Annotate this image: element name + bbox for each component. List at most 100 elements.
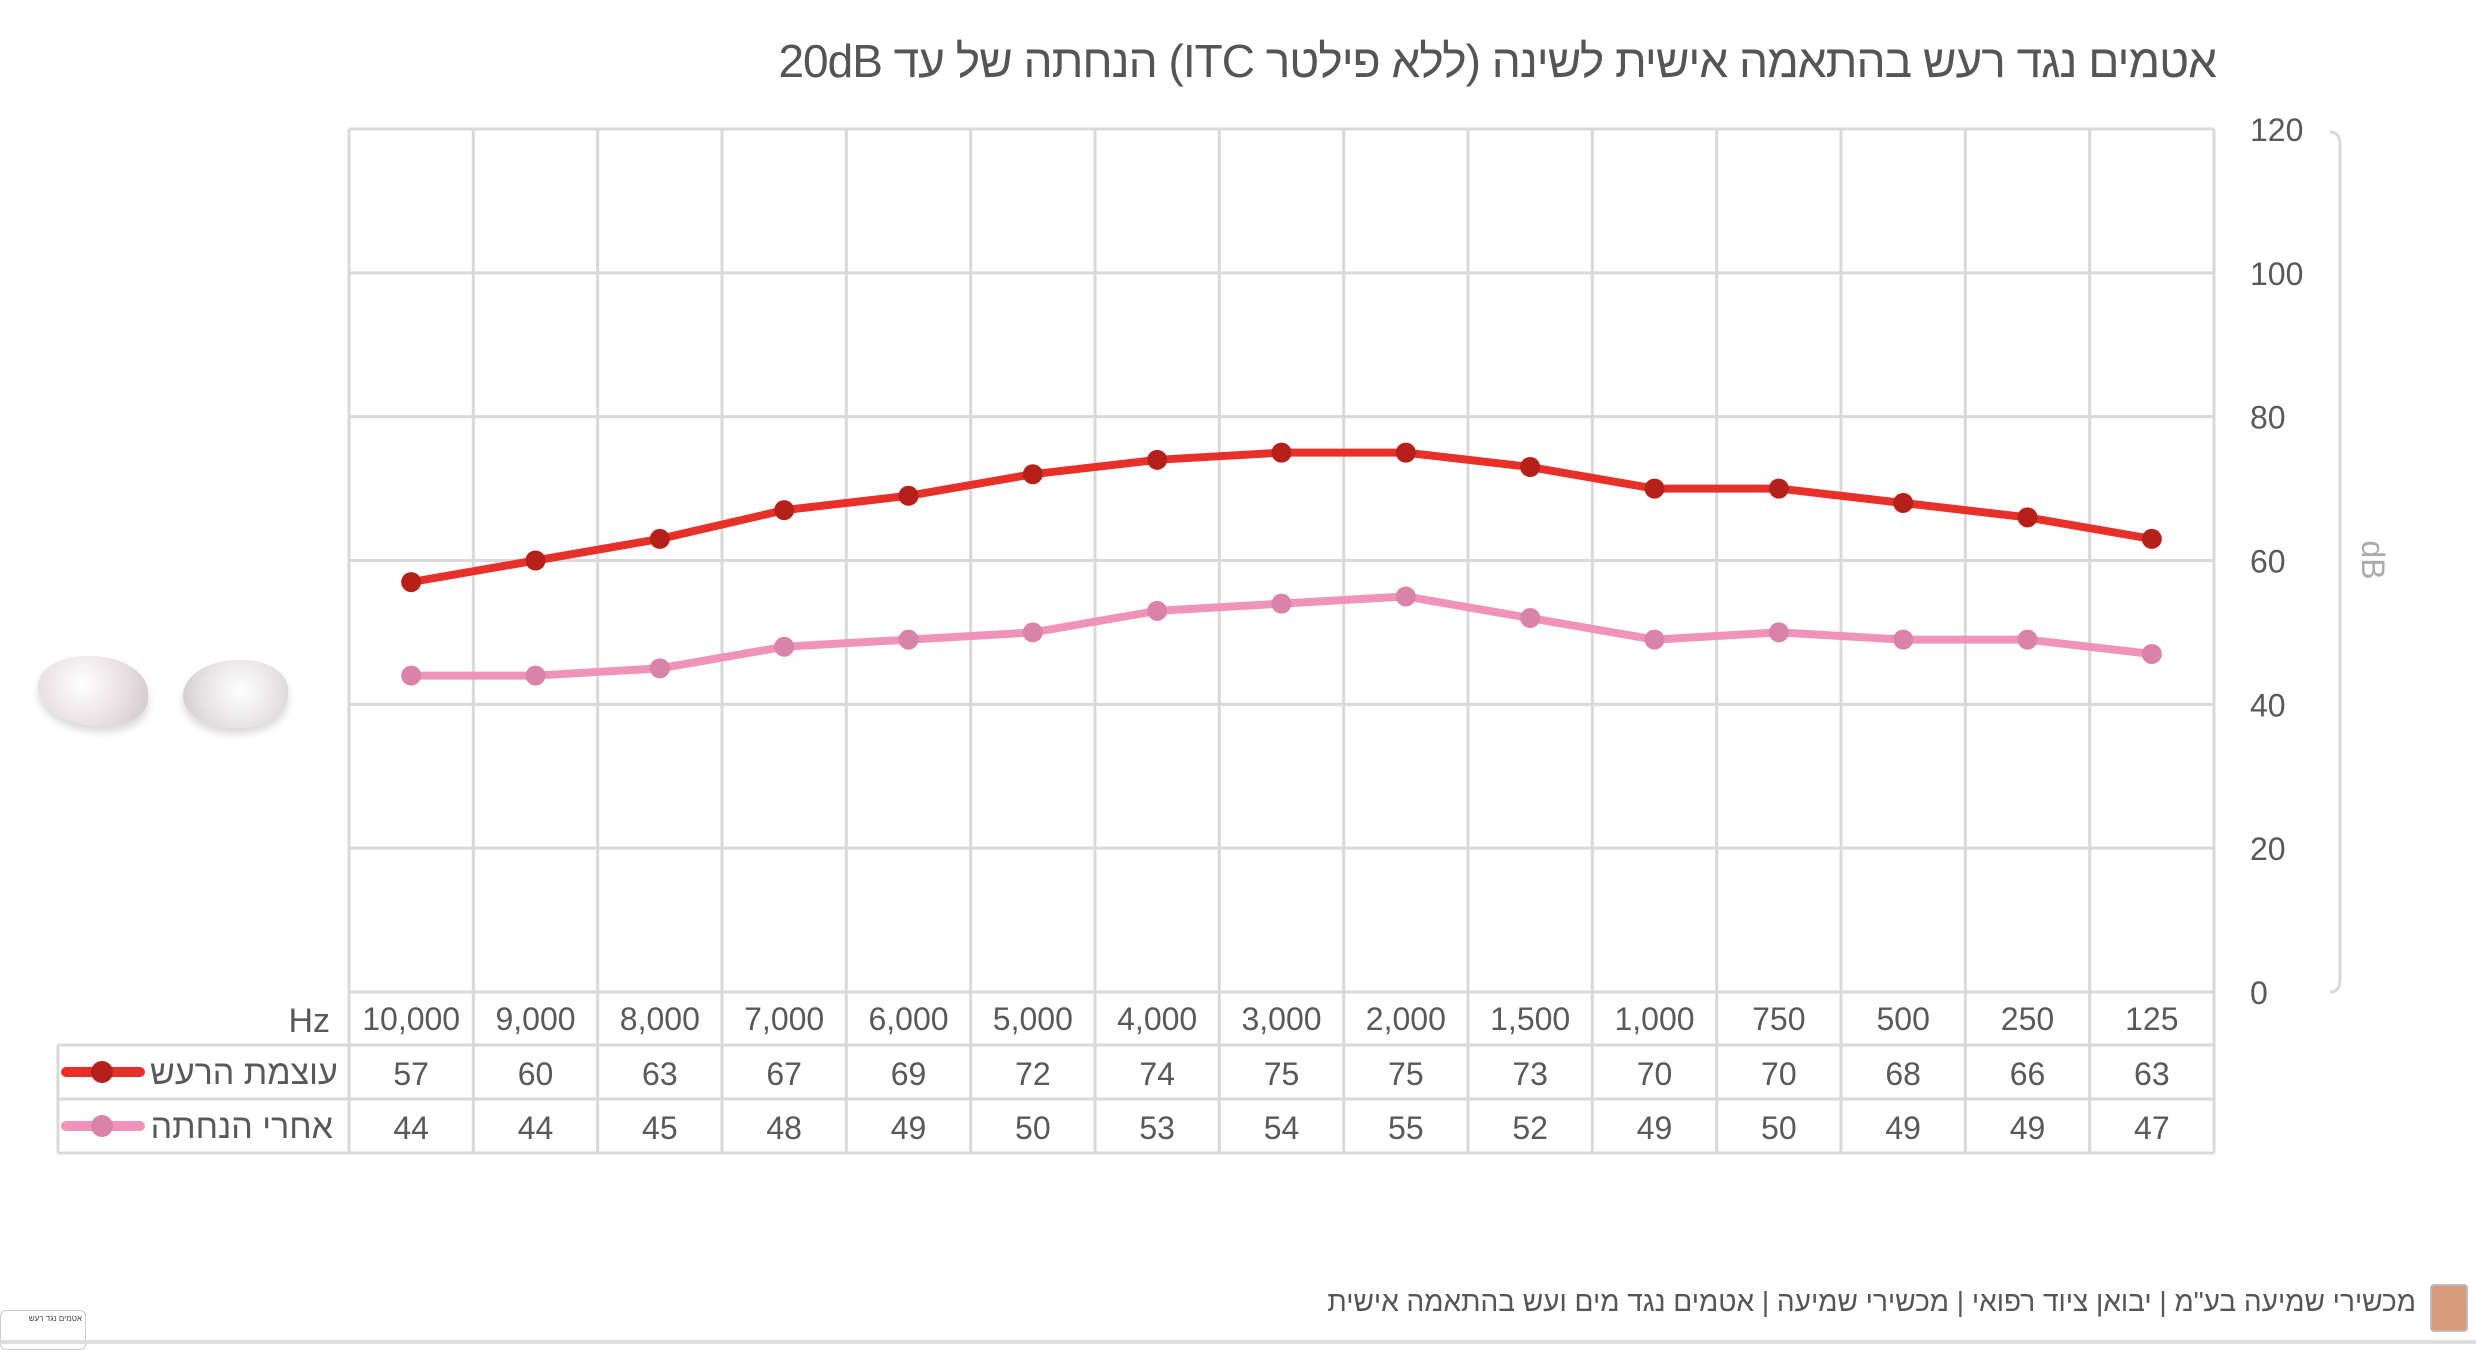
table-value: 53 xyxy=(1139,1110,1175,1146)
data-point xyxy=(1768,622,1789,643)
y-axis-title: dB xyxy=(2355,540,2391,579)
bottom-bar xyxy=(0,1340,2476,1344)
y-tick-label: 60 xyxy=(2250,544,2286,580)
data-point xyxy=(1520,457,1541,478)
y-tick-label: 20 xyxy=(2250,831,2286,867)
data-point xyxy=(1022,464,1043,485)
x-tick-label: 1,000 xyxy=(1614,1001,1694,1037)
table-value: 75 xyxy=(1264,1056,1300,1092)
table-value: 68 xyxy=(1885,1056,1921,1092)
table-value: 70 xyxy=(1637,1056,1673,1092)
table-value: 70 xyxy=(1761,1056,1797,1092)
table-value: 49 xyxy=(1885,1110,1921,1146)
table-value: 54 xyxy=(1264,1110,1300,1146)
table-value: 74 xyxy=(1139,1056,1175,1092)
data-point xyxy=(1271,593,1292,614)
earplug-right xyxy=(183,660,288,728)
data-point xyxy=(2141,528,2162,549)
legend-label: אחרי הנחתה xyxy=(151,1108,333,1146)
data-point xyxy=(1893,629,1914,650)
data-point xyxy=(898,485,919,506)
x-tick-label: 8,000 xyxy=(620,1001,700,1037)
y-tick-label: 120 xyxy=(2250,112,2303,148)
data-point xyxy=(2141,643,2162,664)
data-point xyxy=(401,665,422,686)
data-point xyxy=(1644,478,1665,499)
x-tick-label: 4,000 xyxy=(1117,1001,1197,1037)
x-tick-label: 9,000 xyxy=(495,1001,575,1037)
y-tick-label: 100 xyxy=(2250,256,2303,292)
data-point xyxy=(649,528,670,549)
table-value: 57 xyxy=(393,1056,429,1092)
legend-marker-2 xyxy=(91,1115,113,1137)
series-line-1 xyxy=(410,448,2153,587)
x-tick-label: 500 xyxy=(1876,1001,1929,1037)
table-value: 52 xyxy=(1512,1110,1548,1146)
y-tick-label: 80 xyxy=(2250,400,2286,436)
table-value: 67 xyxy=(766,1056,802,1092)
table-value: 44 xyxy=(393,1110,429,1146)
table-value: 50 xyxy=(1761,1110,1797,1146)
earplug-left xyxy=(38,656,148,726)
x-tick-label: 750 xyxy=(1752,1001,1805,1037)
table-value: 75 xyxy=(1388,1056,1424,1092)
table-value: 63 xyxy=(642,1056,678,1092)
table-value: 72 xyxy=(1015,1056,1051,1092)
slide-thumbnail[interactable]: אטמים נגד רעש xyxy=(0,1310,86,1350)
x-axis-title: Hz xyxy=(288,1002,330,1040)
data-point xyxy=(774,636,795,657)
data-point xyxy=(1768,478,1789,499)
table-value: 44 xyxy=(518,1110,554,1146)
footer-text: מכשירי שמיעה בע"מ | יבואן ציוד רפואי | מ… xyxy=(1327,1286,2416,1317)
x-tick-label: 250 xyxy=(2001,1001,2054,1037)
x-tick-label: 3,000 xyxy=(1241,1001,1321,1037)
x-tick-label: 125 xyxy=(2125,1001,2178,1037)
legend-label: עוצמת הרעש xyxy=(150,1054,338,1092)
data-point xyxy=(1644,629,1665,650)
table-value: 60 xyxy=(518,1056,554,1092)
data-point xyxy=(2017,629,2038,650)
table-value: 47 xyxy=(2134,1110,2170,1146)
chart-title: אטמים נגד רעש בהתאמה אישית לשינה (ללא פי… xyxy=(778,35,2217,87)
legend-marker-1 xyxy=(91,1061,113,1083)
data-point xyxy=(1271,442,1292,463)
table-value: 48 xyxy=(766,1110,802,1146)
table-value: 49 xyxy=(891,1110,927,1146)
y-axis-line xyxy=(2329,130,2342,994)
data-point xyxy=(2017,507,2038,528)
x-tick-label: 6,000 xyxy=(868,1001,948,1037)
data-point xyxy=(1022,622,1043,643)
data-point xyxy=(525,665,546,686)
table-value: 66 xyxy=(2010,1056,2046,1092)
table-value: 73 xyxy=(1512,1056,1548,1092)
earplugs-image xyxy=(38,648,298,743)
table-value: 55 xyxy=(1388,1110,1424,1146)
x-tick-label: 10,000 xyxy=(362,1001,460,1037)
y-tick-label: 0 xyxy=(2250,975,2268,1011)
x-tick-label: 7,000 xyxy=(744,1001,824,1037)
table-value: 49 xyxy=(1637,1110,1673,1146)
table-value: 50 xyxy=(1015,1110,1051,1146)
data-point xyxy=(1893,492,1914,513)
data-point xyxy=(1395,442,1416,463)
y-tick-label: 40 xyxy=(2250,687,2286,723)
data-point xyxy=(1395,586,1416,607)
x-tick-label: 5,000 xyxy=(993,1001,1073,1037)
table-value: 63 xyxy=(2134,1056,2170,1092)
data-point xyxy=(1147,449,1168,470)
data-point xyxy=(401,572,422,593)
table-value: 49 xyxy=(2010,1110,2046,1146)
x-tick-label: 1,500 xyxy=(1490,1001,1570,1037)
data-point xyxy=(898,629,919,650)
data-point xyxy=(774,500,795,521)
data-point xyxy=(1520,608,1541,629)
thumbnail-label: אטמים נגד רעש xyxy=(28,1314,82,1323)
data-point xyxy=(649,658,670,679)
clipboard-icon[interactable] xyxy=(2430,1284,2468,1332)
data-point xyxy=(525,550,546,571)
x-tick-label: 2,000 xyxy=(1366,1001,1446,1037)
table-value: 69 xyxy=(891,1056,927,1092)
table-value: 45 xyxy=(642,1110,678,1146)
data-point xyxy=(1147,600,1168,621)
